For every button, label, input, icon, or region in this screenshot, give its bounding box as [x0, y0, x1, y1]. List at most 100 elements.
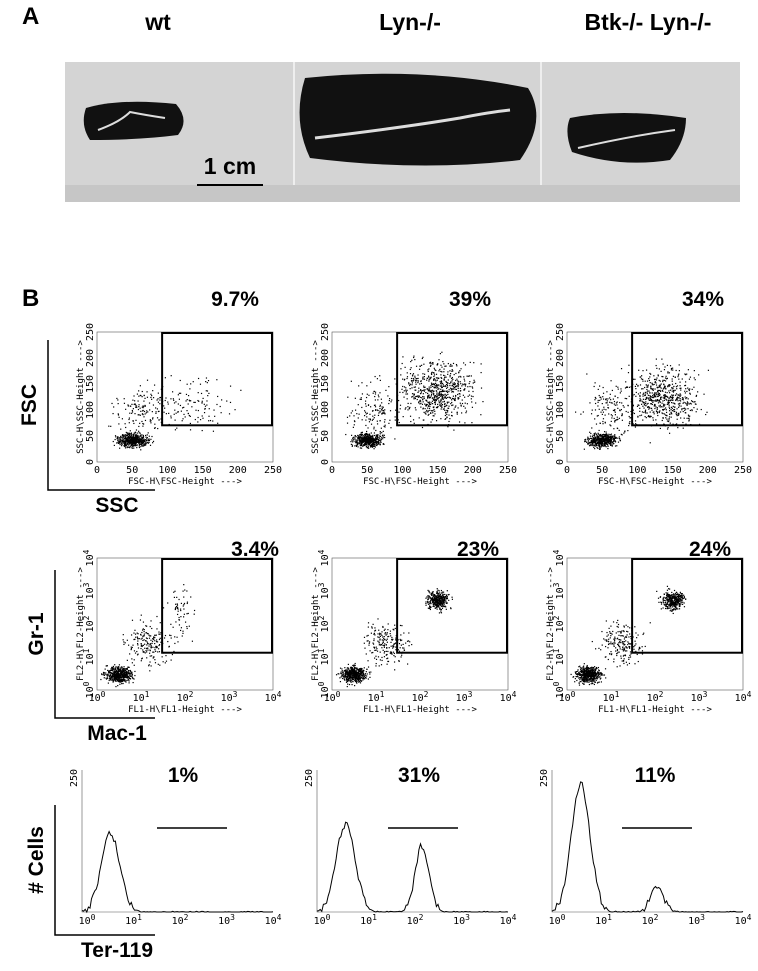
event-dot [451, 415, 453, 417]
event-dot [117, 442, 119, 445]
tick-base: 10 [133, 693, 145, 704]
event-dot [419, 365, 421, 367]
event-dot [605, 437, 607, 439]
event-dot [400, 368, 402, 370]
event-dot [112, 680, 114, 682]
event-dot [475, 402, 477, 404]
event-dot [124, 447, 127, 449]
event-dot [666, 378, 668, 380]
event-dot [381, 408, 384, 410]
event-dot [405, 407, 407, 409]
event-dot [114, 676, 116, 678]
event-dot [132, 677, 134, 680]
event-dot [376, 650, 379, 652]
event-dot [455, 363, 458, 366]
event-dot [132, 445, 134, 447]
event-dot [134, 437, 136, 439]
event-dot [125, 675, 127, 677]
event-dot [360, 441, 363, 443]
event-dot [129, 438, 131, 440]
event-dot [115, 667, 117, 669]
event-dot [362, 677, 365, 679]
event-dot [130, 440, 132, 442]
event-dot [352, 664, 354, 667]
event-dot [118, 442, 120, 444]
event-dot [362, 673, 364, 676]
event-dot [669, 422, 671, 424]
event-dot [372, 418, 374, 420]
event-dot [130, 442, 132, 444]
event-dot [689, 388, 691, 390]
event-dot [366, 393, 368, 395]
event-dot [117, 413, 119, 415]
event-dot [606, 436, 608, 438]
event-dot [665, 375, 667, 377]
event-dot [349, 671, 351, 673]
event-dot [355, 677, 357, 679]
event-dot [358, 669, 361, 671]
event-dot [129, 670, 132, 672]
event-dot [181, 407, 184, 409]
event-dot [129, 674, 131, 677]
event-dot [594, 438, 597, 440]
event-dot [148, 637, 151, 639]
event-dot [467, 395, 469, 397]
event-dot [670, 409, 672, 411]
event-dot [665, 387, 667, 390]
event-dot [607, 437, 610, 439]
event-dot [174, 607, 177, 609]
event-dot [412, 377, 414, 380]
event-dot [344, 673, 346, 675]
event-dot [656, 411, 659, 413]
event-dot [605, 438, 607, 440]
event-dot [179, 404, 182, 407]
event-dot [431, 403, 434, 405]
event-dot [587, 436, 589, 438]
x-tick-label: 0 [94, 465, 100, 476]
event-dot [605, 443, 607, 445]
event-dot [364, 434, 366, 436]
event-dot [373, 441, 376, 443]
event-dot [111, 676, 113, 678]
event-dot [126, 438, 128, 440]
event-dot [348, 683, 351, 686]
event-dot [357, 446, 359, 448]
event-dot [652, 394, 654, 397]
event-dot [470, 375, 472, 377]
event-dot [159, 633, 161, 635]
event-dot [340, 672, 342, 674]
event-dot [668, 404, 670, 406]
y-tick-label: 50 [320, 430, 331, 442]
event-dot [119, 671, 121, 673]
event-dot [446, 409, 448, 411]
event-dot [614, 440, 616, 442]
event-dot [667, 371, 669, 373]
event-dot [155, 645, 157, 647]
event-dot [141, 442, 143, 444]
event-dot [599, 447, 601, 449]
event-dot [642, 395, 644, 397]
event-dot [118, 679, 120, 681]
event-dot [653, 400, 655, 402]
event-dot [150, 420, 152, 422]
event-dot [134, 432, 136, 434]
event-dot [356, 413, 358, 415]
event-dot [630, 386, 632, 388]
event-dot [447, 396, 449, 399]
event-dot [682, 397, 684, 399]
event-dot [360, 676, 362, 678]
event-dot [364, 676, 366, 678]
event-dot [377, 640, 379, 642]
event-dot [439, 390, 441, 393]
event-dot [591, 427, 593, 429]
event-dot [418, 387, 420, 389]
event-dot [439, 393, 441, 395]
event-dot [601, 402, 603, 405]
event-dot [367, 640, 369, 642]
event-dot [413, 398, 415, 400]
event-dot [449, 365, 451, 367]
event-dot [122, 441, 124, 443]
event-dot [129, 443, 131, 445]
event-dot [664, 394, 666, 396]
